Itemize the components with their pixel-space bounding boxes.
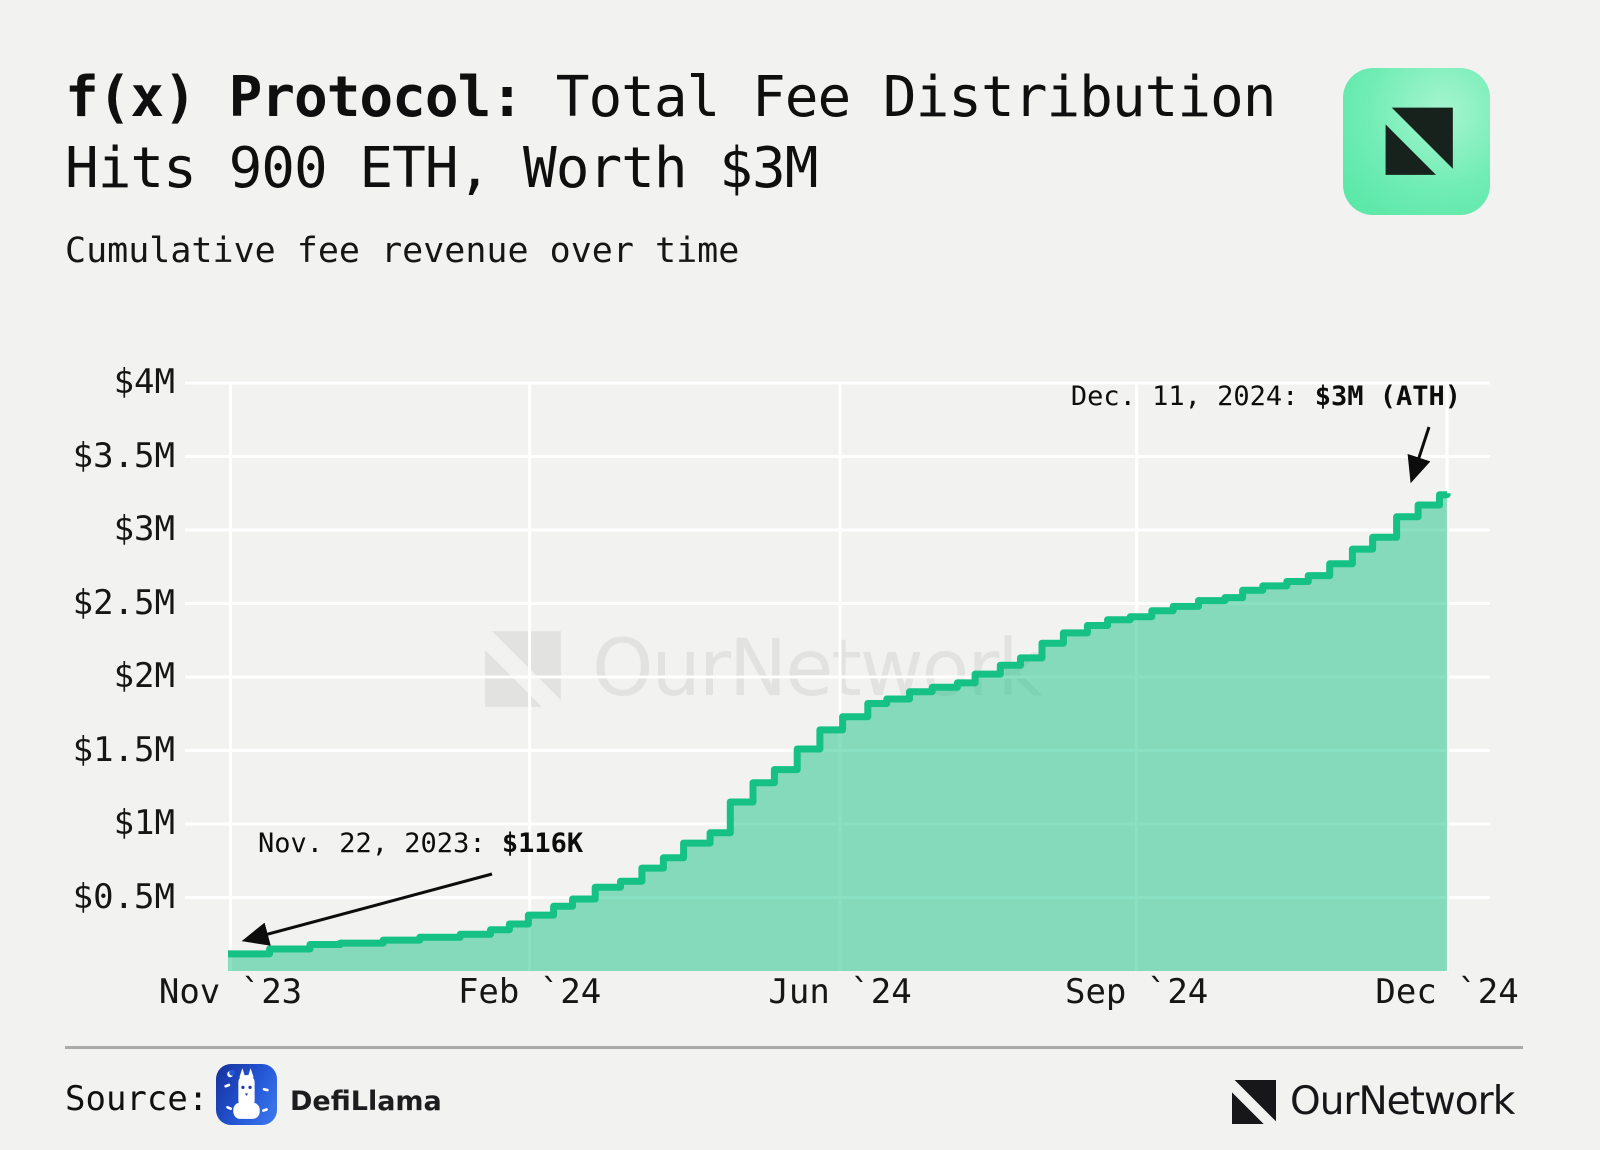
y-tick-label: $3.5M <box>72 435 175 476</box>
watermark-logo-icon <box>485 631 561 707</box>
footer-ournetwork-logo-icon <box>1232 1079 1276 1124</box>
area-line <box>228 491 1451 958</box>
page-title-rest: Total Fee Distribution Hits 900 ETH, Wor… <box>65 65 1276 201</box>
x-tick-label: Feb `24 <box>457 972 602 1012</box>
chart-subtitle: Cumulative fee revenue over time <box>65 231 740 271</box>
x-tick-label: Jun `24 <box>768 972 912 1012</box>
annotation-first-arrow <box>241 872 493 946</box>
y-tick-label: $1M <box>113 803 175 844</box>
annotation-ath-arrow <box>1407 426 1431 484</box>
y-tick-label: $0.5M <box>72 876 175 917</box>
annotation-ath-date: Dec. 11, 2024: <box>1070 381 1315 412</box>
annotation-first-distribution: Nov. 22, 2023: $116K <box>258 828 583 859</box>
x-tick-label: Dec `24 <box>1375 972 1519 1012</box>
ournetwork-logo <box>1343 68 1490 215</box>
page-title-bold: f(x) Protocol: <box>65 65 524 130</box>
y-tick-label: $2.5M <box>72 582 175 623</box>
source-label: Source: <box>65 1079 209 1119</box>
defillama-name: DefiLlama <box>290 1086 442 1117</box>
y-tick-label: $4M <box>113 362 175 403</box>
page-title: f(x) Protocol: Total Fee Distribution Hi… <box>65 62 1335 204</box>
footer-divider <box>65 1046 1523 1049</box>
defillama-logo <box>216 1064 277 1125</box>
y-tick-label: $1.5M <box>72 729 175 770</box>
y-tick-label: $2M <box>113 656 175 697</box>
annotation-ath-value: $3M (ATH) <box>1314 381 1461 412</box>
footer-brand: OurNetwork <box>1232 1079 1515 1124</box>
ournetwork-mark-icon <box>1385 107 1454 176</box>
annotation-first-value: $116K <box>501 828 584 859</box>
x-tick-label: Nov `23 <box>158 972 303 1012</box>
y-tick-label: $3M <box>113 509 175 550</box>
footer-brand-text: OurNetwork <box>1290 1079 1515 1124</box>
annotation-ath: Dec. 11, 2024: $3M (ATH) <box>1071 381 1461 412</box>
annotation-first-date: Nov. 22, 2023: <box>258 828 502 859</box>
x-tick-label: Sep `24 <box>1064 972 1209 1012</box>
defillama-llama-icon <box>224 1068 269 1119</box>
